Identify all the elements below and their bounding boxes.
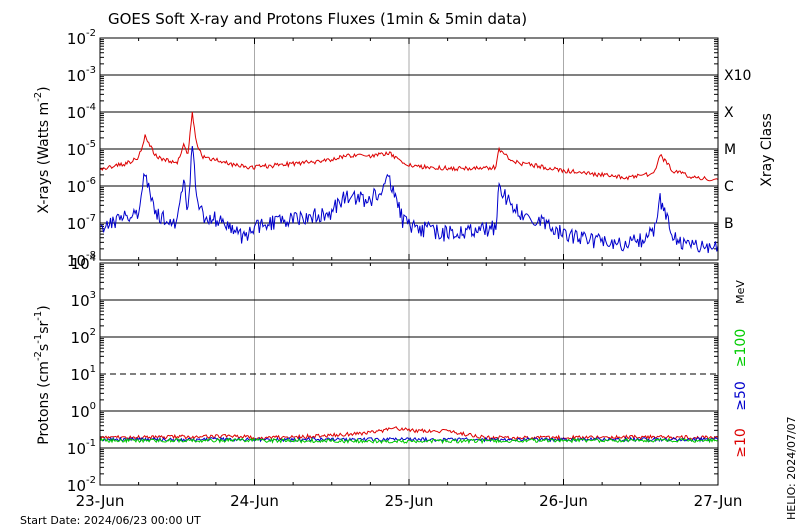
proton-legend-label: ≥100 bbox=[733, 329, 749, 367]
xray-y-tick-label: 10-8 bbox=[67, 250, 96, 270]
xray-class-label: C bbox=[724, 179, 734, 195]
proton-series-line bbox=[99, 426, 719, 441]
proton-y-ticks: 10-2 10-1 100 101 102 103 104 bbox=[67, 253, 96, 495]
proton-ylabel-part: -1 bbox=[33, 311, 44, 321]
proton-legend-label: ≥10 bbox=[733, 428, 749, 458]
xray-series-group bbox=[99, 111, 719, 254]
xray-class-axis-label: Xray Class bbox=[759, 113, 775, 187]
xray-y-tick-label: 10-5 bbox=[67, 139, 96, 159]
xray-y-tick-label: 10-2 bbox=[67, 28, 96, 48]
xray-class-label: B bbox=[724, 216, 734, 232]
proton-y-tick-label: 103 bbox=[71, 290, 96, 310]
xray-y-tick-label: 10-3 bbox=[67, 65, 96, 85]
xray-panel: 10-8 10-7 10-6 10-5 10-4 10-3 10-2 B C M X X10 Xra… bbox=[33, 28, 775, 270]
xray-class-label: M bbox=[724, 142, 736, 158]
xray-y-tick-label: 10-4 bbox=[67, 102, 96, 122]
xray-ylabel-sup: -2 bbox=[33, 92, 44, 102]
xray-ylabel-main: X-rays (Watts m bbox=[36, 102, 52, 214]
x-tick-label: 27-Jun bbox=[694, 492, 743, 510]
proton-y-tick-label: 100 bbox=[71, 401, 96, 421]
proton-ylabel-part: -1 bbox=[33, 334, 44, 344]
proton-grid bbox=[100, 263, 718, 485]
proton-y-axis-label: Protons (cm-2s-1sr-1) bbox=[33, 305, 52, 444]
proton-legend: ≥10 ≥50 ≥100 MeV bbox=[733, 280, 749, 458]
xray-y-tick-label: 10-6 bbox=[67, 176, 96, 196]
xray-y-ticks: 10-8 10-7 10-6 10-5 10-4 10-3 10-2 bbox=[67, 28, 96, 270]
xray-grid bbox=[100, 38, 718, 260]
xray-y-axis-label: X-rays (Watts m-2) bbox=[33, 86, 52, 213]
x-tick-label: 23-Jun bbox=[76, 492, 125, 510]
proton-y-tick-label: 10-2 bbox=[67, 475, 96, 495]
proton-ylabel-part: -2 bbox=[33, 351, 44, 361]
start-date-label: Start Date: 2024/06/23 00:00 UT bbox=[20, 514, 201, 527]
xray-class-label: X bbox=[724, 105, 734, 121]
proton-panel: 10-2 10-1 100 101 102 103 104 ≥10 ≥50 ≥100 MeV Pr… bbox=[33, 253, 749, 495]
proton-y-tick-label: 10-1 bbox=[67, 438, 96, 458]
xray-class-labels: B C M X X10 bbox=[724, 68, 751, 232]
proton-series-line bbox=[99, 436, 719, 443]
proton-series-group bbox=[99, 426, 719, 445]
chart-title: GOES Soft X-ray and Protons Fluxes (1min… bbox=[108, 10, 527, 28]
xray-series-line bbox=[99, 111, 719, 182]
xray-class-label: X10 bbox=[724, 68, 751, 84]
x-axis-ticks: 23-Jun 24-Jun 25-Jun 26-Jun 27-Jun bbox=[76, 38, 743, 510]
proton-series-line bbox=[99, 437, 719, 445]
proton-y-tick-label: 101 bbox=[71, 364, 96, 384]
proton-y-tick-label: 102 bbox=[71, 327, 96, 347]
x-tick-label: 25-Jun bbox=[385, 492, 434, 510]
x-tick-label: 24-Jun bbox=[230, 492, 279, 510]
proton-y-tick-label: 104 bbox=[71, 253, 96, 273]
proton-ylabel-part: ) bbox=[36, 305, 52, 310]
helio-stamp: HELIO: 2024/07/07 bbox=[785, 416, 798, 520]
proton-ylabel-part: sr bbox=[36, 320, 52, 333]
proton-ylabel-part: s bbox=[36, 344, 52, 351]
proton-energy-unit: MeV bbox=[734, 280, 747, 304]
xray-ylabel-close: ) bbox=[36, 86, 52, 91]
xray-series-line bbox=[99, 146, 719, 254]
proton-ylabel-part: Protons (cm bbox=[36, 361, 52, 445]
xray-y-tick-label: 10-7 bbox=[67, 213, 96, 233]
x-tick-label: 26-Jun bbox=[539, 492, 588, 510]
proton-legend-label: ≥50 bbox=[733, 381, 749, 411]
